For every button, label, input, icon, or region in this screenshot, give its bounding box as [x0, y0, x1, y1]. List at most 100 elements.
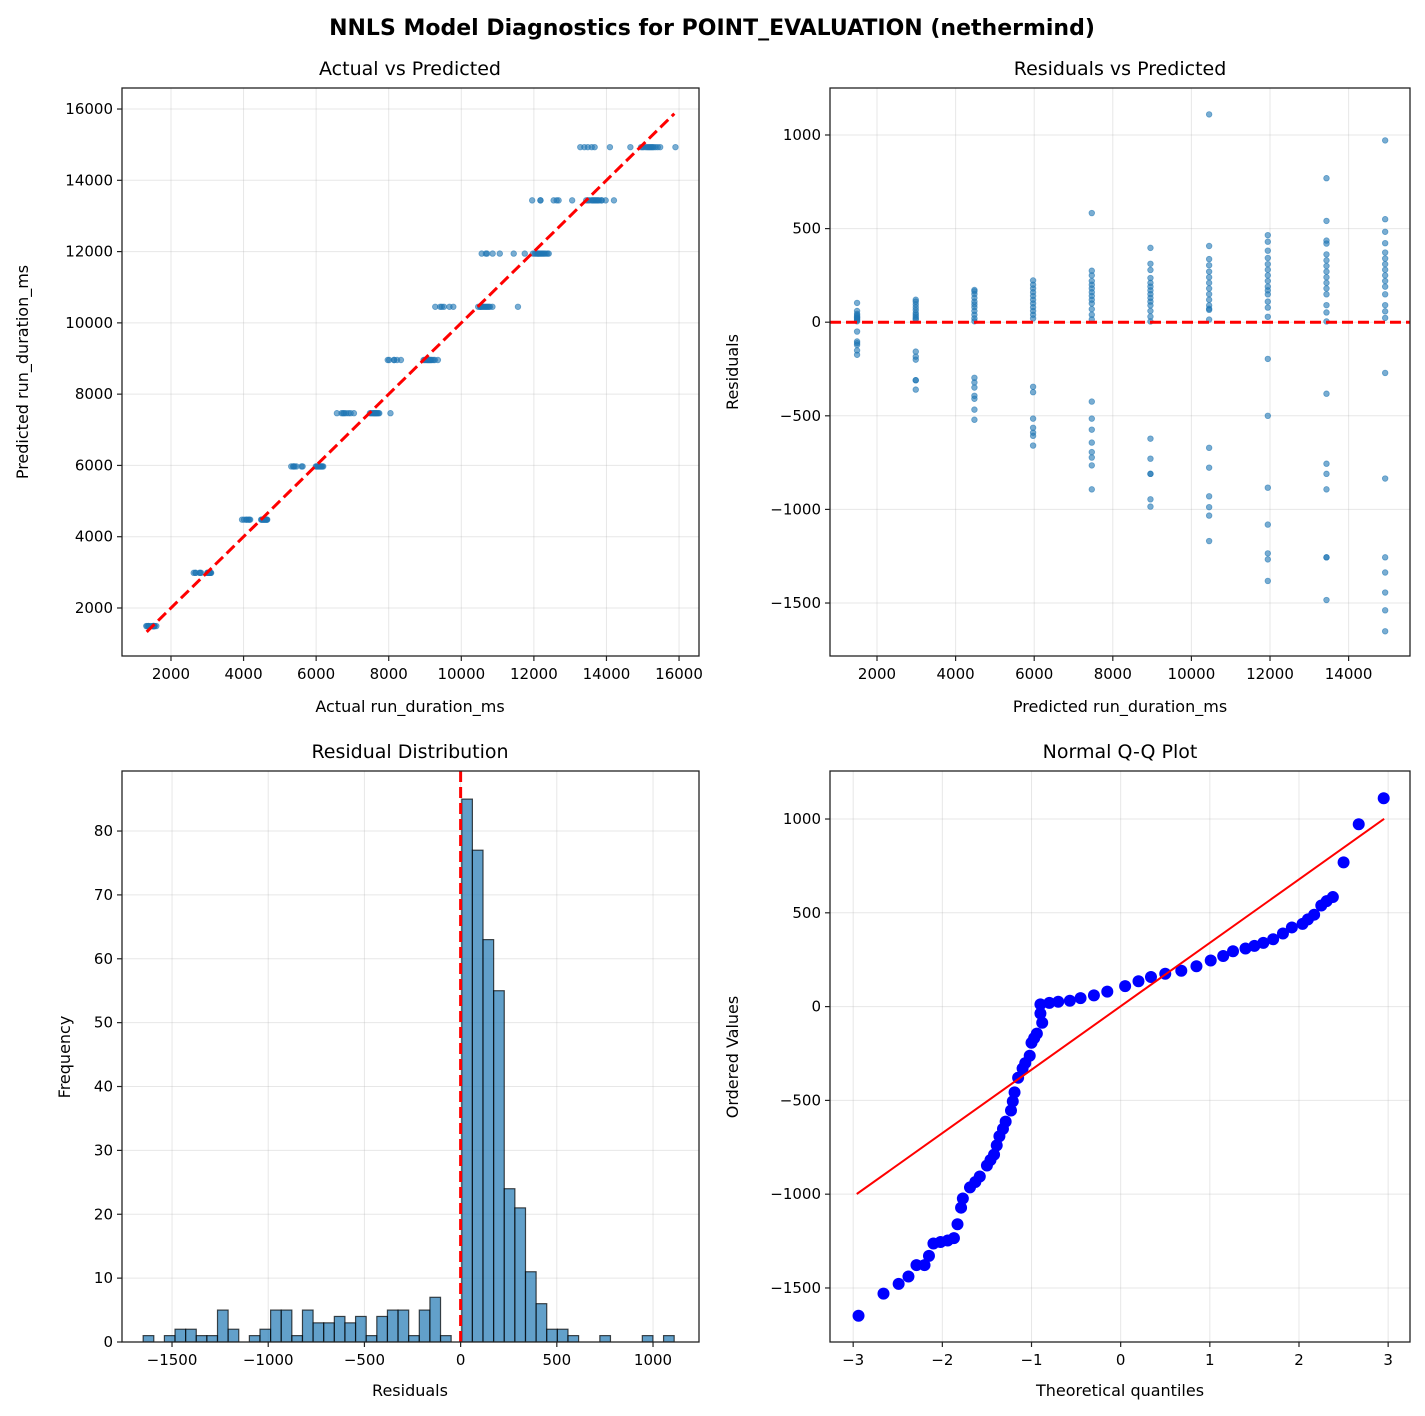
histogram-bar [503, 1188, 516, 1342]
data-point [528, 197, 536, 204]
data-point [1205, 279, 1213, 287]
x-tick-label: 6000 [297, 665, 335, 683]
qq-point [1036, 1016, 1049, 1029]
data-point [1381, 554, 1389, 561]
qq-point [1175, 964, 1188, 977]
y-tick-label: −1500 [770, 1279, 821, 1297]
data-point [1264, 266, 1272, 273]
qq-point [1034, 998, 1047, 1011]
x-tick-label: −1 [1020, 1351, 1042, 1369]
data-point [1381, 249, 1389, 256]
data-point [610, 197, 618, 204]
data-point [1088, 415, 1095, 422]
histogram-bar [174, 1328, 187, 1342]
qq-point [1337, 856, 1350, 869]
data-point [1147, 244, 1154, 252]
y-tick-label: 0 [811, 313, 821, 331]
data-point [1147, 503, 1154, 510]
x-axis-label: Predicted run_duration_ms [1013, 697, 1227, 717]
data-point [853, 299, 861, 307]
histogram-bar [641, 1335, 654, 1342]
data-point [1381, 628, 1389, 635]
qq-point [1074, 992, 1087, 1005]
data-point [1264, 577, 1272, 585]
histogram-bar [408, 1335, 420, 1342]
data-point [1381, 314, 1389, 322]
qq-point [1004, 1104, 1017, 1117]
y-tick-label: 2000 [75, 599, 113, 617]
x-tick-label: −500 [344, 1351, 385, 1369]
data-point [478, 250, 485, 257]
histogram-bar [227, 1328, 240, 1342]
data-point [1381, 228, 1389, 235]
histogram-bar [163, 1335, 176, 1342]
axes-frame [121, 770, 700, 1343]
data-point [971, 406, 978, 413]
data-point [1088, 305, 1095, 313]
data-point [1264, 260, 1272, 268]
qq-point [877, 1287, 890, 1300]
data-point [1205, 444, 1213, 452]
data-point [496, 250, 503, 257]
x-tick-label: 0 [456, 1351, 466, 1369]
qq-point [852, 1309, 865, 1322]
data-point [1029, 442, 1037, 449]
data-point [1147, 266, 1154, 274]
histogram-bar [514, 1207, 527, 1342]
data-point [1381, 475, 1389, 482]
histogram-bar [429, 1296, 442, 1342]
y-tick-label: 16000 [65, 100, 113, 118]
data-point [1264, 298, 1272, 305]
data-point [1323, 470, 1330, 478]
data-point [1381, 607, 1389, 614]
data-point [1264, 550, 1272, 557]
qq-point [1267, 933, 1280, 946]
y-tick-label: −1000 [770, 500, 821, 518]
data-point [1088, 462, 1095, 469]
data-point [432, 303, 439, 310]
data-point [1381, 272, 1389, 279]
y-tick-label: 40 [94, 1078, 113, 1096]
data-point [238, 516, 246, 523]
x-tick-label: 8000 [370, 665, 408, 683]
plot-area [830, 88, 1410, 656]
x-tick-label: 12000 [510, 665, 558, 683]
data-point [1381, 369, 1389, 377]
qq-point [1023, 1049, 1036, 1062]
data-point [1205, 255, 1213, 263]
x-tick-label: 10000 [1168, 665, 1216, 683]
data-point [1205, 296, 1213, 303]
data-point [1323, 596, 1330, 604]
x-axis-label: Theoretical quantiles [1035, 1381, 1204, 1400]
y-tick-label: 4000 [75, 528, 113, 546]
data-point [1323, 309, 1330, 316]
y-tick-label: −1500 [770, 594, 821, 612]
data-point [1264, 277, 1272, 285]
data-point [489, 250, 496, 257]
x-axis-label: Actual run_duration_ms [315, 697, 504, 717]
data-point [1205, 512, 1213, 519]
data-point [510, 250, 517, 257]
histogram-bar [354, 1315, 367, 1342]
data-point [1323, 285, 1330, 292]
data-point [1088, 300, 1095, 307]
data-point [971, 395, 978, 402]
plot-area [830, 771, 1410, 1342]
data-point [1147, 260, 1154, 267]
qq-point [922, 1249, 935, 1262]
y-tick-label: 30 [94, 1141, 113, 1159]
data-point [1029, 415, 1037, 422]
data-point [1323, 240, 1330, 247]
data-point [446, 303, 453, 310]
histogram-bar [280, 1309, 293, 1342]
histogram-bar [142, 1335, 155, 1342]
data-point [1205, 242, 1213, 250]
data-point [1088, 398, 1095, 405]
data-point [550, 197, 557, 204]
x-axis-label: Residuals [372, 1381, 448, 1400]
data-point [1381, 308, 1389, 315]
data-point [577, 143, 584, 151]
qq-point [1352, 818, 1365, 831]
data-point [1205, 268, 1213, 275]
